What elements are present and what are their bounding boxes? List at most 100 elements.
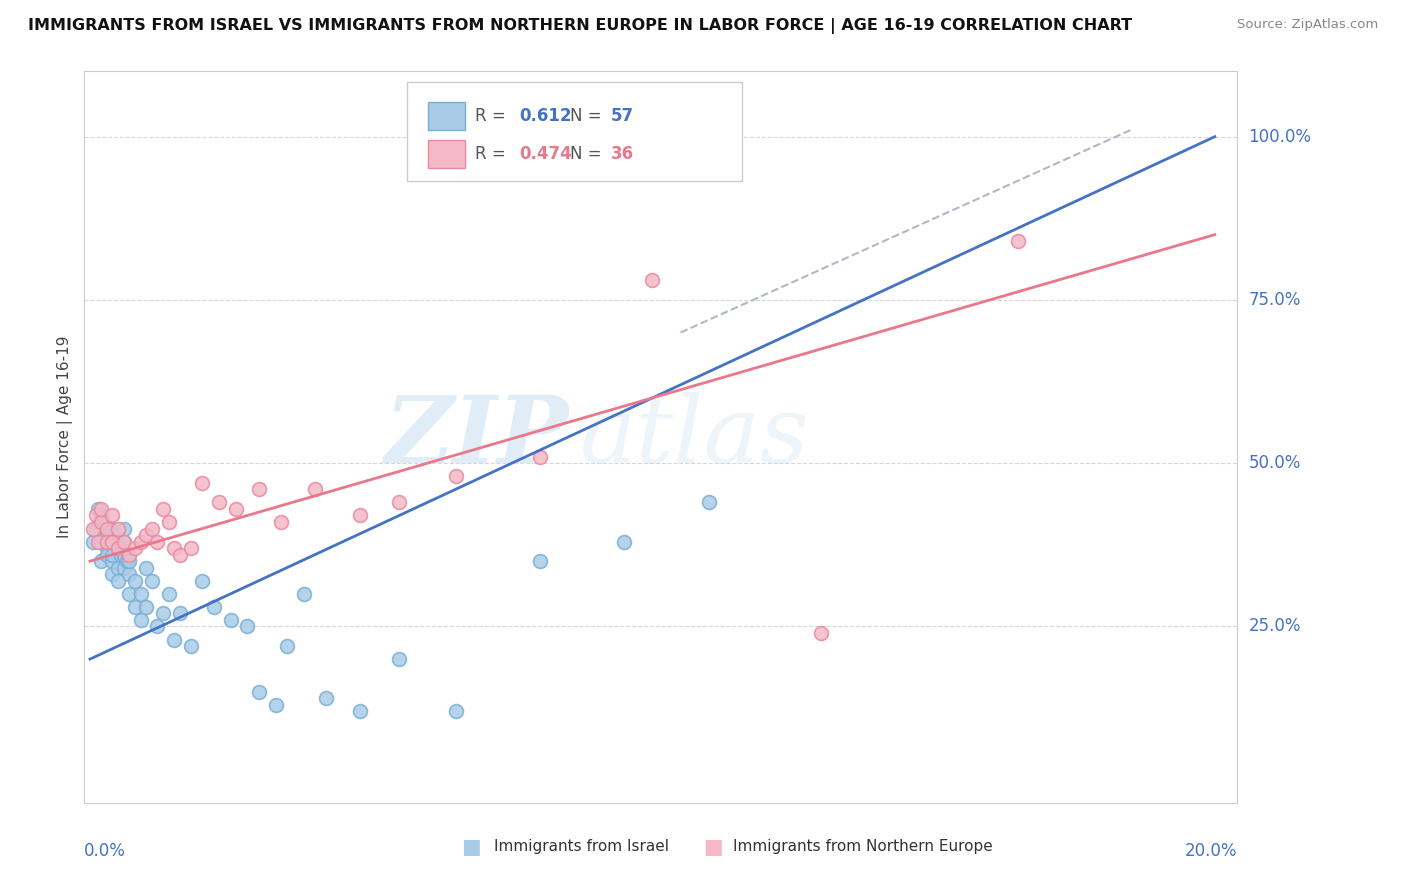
- Point: [152, 502, 174, 516]
- Point: [208, 495, 231, 509]
- Point: [225, 502, 247, 516]
- Point: [613, 534, 636, 549]
- Point: [107, 521, 129, 535]
- Point: [697, 495, 720, 509]
- Point: [146, 534, 169, 549]
- Text: 0.474: 0.474: [519, 145, 572, 163]
- Point: [96, 548, 118, 562]
- Text: ■: ■: [703, 837, 723, 856]
- Point: [124, 599, 146, 614]
- Point: [191, 574, 214, 588]
- Text: 36: 36: [612, 145, 634, 163]
- Point: [135, 599, 157, 614]
- Point: [118, 548, 141, 562]
- FancyBboxPatch shape: [427, 140, 465, 168]
- Point: [93, 515, 115, 529]
- Point: [180, 639, 202, 653]
- Point: [90, 534, 112, 549]
- Point: [101, 534, 124, 549]
- Point: [104, 528, 127, 542]
- Point: [270, 515, 292, 529]
- Point: [101, 548, 124, 562]
- Point: [101, 508, 124, 523]
- Point: [112, 534, 135, 549]
- Point: [247, 483, 270, 497]
- Point: [107, 574, 129, 588]
- Point: [349, 508, 371, 523]
- Point: [96, 521, 118, 535]
- Point: [110, 548, 132, 562]
- Point: [101, 534, 124, 549]
- Point: [84, 508, 107, 523]
- Point: [101, 554, 124, 568]
- Y-axis label: In Labor Force | Age 16-19: In Labor Force | Age 16-19: [58, 335, 73, 539]
- Point: [98, 521, 121, 535]
- Point: [90, 502, 112, 516]
- Point: [444, 469, 467, 483]
- Point: [219, 613, 242, 627]
- Text: 0.0%: 0.0%: [84, 842, 127, 860]
- Text: R =: R =: [475, 107, 512, 125]
- Point: [315, 691, 337, 706]
- Point: [87, 534, 110, 549]
- Point: [1007, 234, 1029, 248]
- Point: [90, 554, 112, 568]
- Text: 57: 57: [612, 107, 634, 125]
- Point: [388, 652, 411, 666]
- Text: ZIP: ZIP: [384, 392, 568, 482]
- Point: [169, 607, 191, 621]
- Point: [529, 554, 551, 568]
- Point: [124, 541, 146, 555]
- Point: [82, 521, 104, 535]
- Point: [112, 548, 135, 562]
- Point: [202, 599, 225, 614]
- Point: [115, 554, 138, 568]
- Point: [84, 521, 107, 535]
- Point: [141, 521, 163, 535]
- Point: [129, 613, 152, 627]
- Point: [107, 541, 129, 555]
- Point: [135, 560, 157, 574]
- Point: [107, 560, 129, 574]
- Point: [107, 534, 129, 549]
- Text: 100.0%: 100.0%: [1249, 128, 1312, 145]
- Text: IMMIGRANTS FROM ISRAEL VS IMMIGRANTS FROM NORTHERN EUROPE IN LABOR FORCE | AGE 1: IMMIGRANTS FROM ISRAEL VS IMMIGRANTS FRO…: [28, 18, 1132, 34]
- Point: [236, 619, 259, 633]
- Point: [118, 554, 141, 568]
- Point: [191, 475, 214, 490]
- Text: R =: R =: [475, 145, 512, 163]
- Point: [180, 541, 202, 555]
- Point: [82, 534, 104, 549]
- Text: 50.0%: 50.0%: [1249, 454, 1301, 472]
- Point: [169, 548, 191, 562]
- Point: [129, 534, 152, 549]
- Point: [87, 502, 110, 516]
- Point: [135, 528, 157, 542]
- Point: [444, 705, 467, 719]
- FancyBboxPatch shape: [427, 102, 465, 130]
- Text: 20.0%: 20.0%: [1185, 842, 1237, 860]
- Text: atlas: atlas: [581, 392, 810, 482]
- Point: [163, 632, 186, 647]
- Text: N =: N =: [569, 145, 606, 163]
- Point: [141, 574, 163, 588]
- Point: [124, 574, 146, 588]
- Text: 0.612: 0.612: [519, 107, 571, 125]
- Point: [388, 495, 411, 509]
- Point: [157, 515, 180, 529]
- Point: [810, 626, 832, 640]
- Text: Immigrants from Israel: Immigrants from Israel: [494, 839, 669, 855]
- FancyBboxPatch shape: [408, 82, 741, 181]
- Point: [292, 587, 315, 601]
- Point: [112, 534, 135, 549]
- Point: [107, 541, 129, 555]
- Point: [129, 587, 152, 601]
- Point: [96, 528, 118, 542]
- Point: [90, 508, 112, 523]
- Point: [112, 521, 135, 535]
- Point: [163, 541, 186, 555]
- Text: ■: ■: [461, 837, 481, 856]
- Point: [146, 619, 169, 633]
- Point: [152, 607, 174, 621]
- Point: [112, 560, 135, 574]
